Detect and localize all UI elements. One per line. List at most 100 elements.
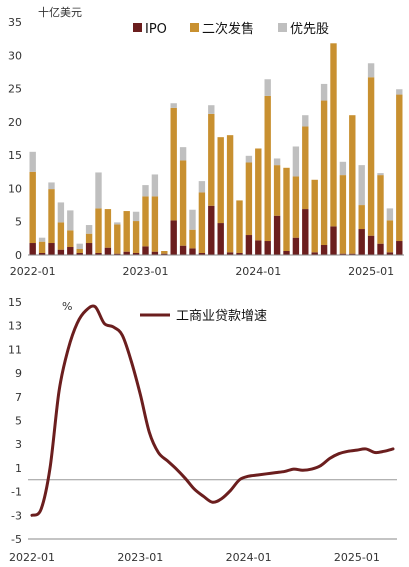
bar-segment	[292, 146, 300, 177]
bar-segment	[189, 229, 196, 249]
bar-segment	[170, 107, 177, 221]
bar-segment	[198, 181, 206, 193]
bar-segment	[151, 251, 159, 255]
bar-segment	[264, 241, 271, 255]
y-axis-unit: 十亿美元	[38, 5, 82, 19]
bar-segment	[67, 230, 74, 248]
bar-segment	[57, 249, 65, 255]
bar-segment	[311, 252, 318, 255]
y-tick-label: 25	[8, 83, 22, 96]
bar-segment	[85, 233, 93, 244]
bar-segment	[255, 148, 262, 241]
bar-segment	[292, 176, 300, 238]
bar-segment	[349, 115, 356, 254]
y-tick-label: 10	[8, 182, 22, 195]
bar-segment	[292, 237, 300, 255]
bar-segment	[377, 175, 384, 244]
bar-segment	[179, 160, 187, 246]
bar-segment	[217, 223, 224, 255]
bar-segment	[170, 220, 177, 255]
bar-segment	[396, 89, 403, 95]
bar-segment	[245, 162, 253, 236]
bar-segment	[142, 185, 149, 197]
bar-segment	[226, 252, 234, 255]
bar-segment	[320, 100, 328, 246]
bar-segment	[38, 237, 46, 242]
bar-segment	[236, 253, 243, 255]
bar-segment	[339, 175, 347, 254]
y-tick-label: 11	[8, 343, 22, 356]
bar-segment	[273, 215, 281, 255]
bar-segment	[377, 243, 384, 255]
bar-segment	[198, 253, 206, 255]
x-tick-label: 2025-01	[334, 551, 380, 564]
bar-segment	[396, 94, 403, 242]
bar-segment	[255, 240, 262, 255]
bar-segment	[114, 222, 121, 225]
x-tick-label: 2024-01	[235, 265, 281, 278]
bar-segment	[367, 77, 375, 236]
legend-label: 二次发售	[202, 21, 254, 37]
bar-segment	[179, 245, 187, 255]
bar-segment	[208, 113, 215, 206]
bar-segment	[349, 253, 356, 255]
bar-segment	[95, 208, 102, 253]
bar-segment	[273, 165, 281, 216]
bar-segment	[217, 137, 224, 224]
bar-segment	[311, 179, 318, 253]
bar-segment	[179, 147, 187, 161]
bar-segment	[161, 251, 168, 254]
series-line	[30, 304, 395, 517]
bar-segment	[76, 243, 83, 250]
bar-segment	[38, 241, 46, 254]
bar-segment	[67, 247, 74, 255]
bar-segment	[142, 196, 149, 247]
bar-segment	[245, 155, 253, 163]
bar-segment	[377, 173, 384, 176]
y-tick-label: 9	[15, 367, 22, 380]
bar-segment	[76, 253, 83, 255]
bar-segment	[85, 243, 93, 255]
bar-segment	[132, 211, 140, 222]
bar-segment	[67, 210, 74, 231]
bar-segment	[236, 200, 243, 253]
bar-segment	[302, 115, 309, 127]
bar-segment	[95, 172, 102, 209]
bar-segment	[386, 220, 394, 253]
y-axis-unit: %	[62, 300, 72, 313]
bar-segment	[358, 229, 365, 255]
y-tick-label: 13	[8, 320, 22, 333]
bar-segment	[76, 249, 83, 253]
bar-segment	[226, 135, 234, 253]
y-tick-label: -1	[11, 486, 22, 499]
legend-swatch	[190, 23, 199, 32]
bar-segment	[320, 245, 328, 255]
bar-segment	[114, 253, 121, 255]
bar-segment	[339, 161, 347, 176]
x-tick-label: 2022-01	[10, 265, 56, 278]
y-tick-label: 1	[15, 462, 22, 475]
bar-segment	[386, 252, 394, 255]
y-tick-label: 15	[8, 296, 22, 309]
bar-segment	[123, 251, 130, 255]
bar-segment	[57, 222, 65, 250]
bar-segment	[396, 241, 403, 255]
bar-segment	[104, 209, 112, 248]
y-tick-label: 5	[15, 415, 22, 428]
x-tick-label: 2022-01	[9, 551, 55, 564]
y-tick-label: -5	[11, 533, 22, 546]
x-tick-label: 2023-01	[123, 265, 169, 278]
bar-segment	[339, 253, 347, 255]
bar-segment	[198, 192, 206, 253]
bar-segment	[264, 79, 271, 96]
y-tick-label: 15	[8, 149, 22, 162]
y-tick-label: -3	[11, 509, 22, 522]
legend-label: 工商业贷款增速	[176, 309, 267, 324]
bar-segment	[170, 103, 177, 108]
bar-segment	[208, 205, 215, 255]
bar-segment	[208, 105, 215, 114]
y-tick-label: 3	[15, 438, 22, 451]
bar-segment	[189, 248, 196, 255]
y-tick-label: 0	[15, 249, 22, 262]
